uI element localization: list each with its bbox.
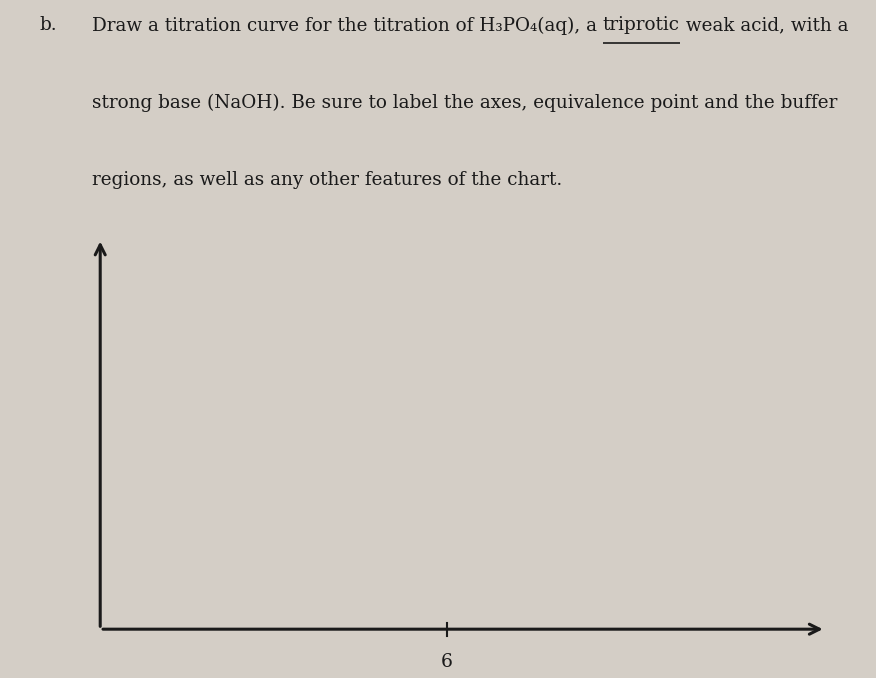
Text: b.: b. <box>39 16 57 35</box>
Text: 6: 6 <box>441 653 453 671</box>
Text: weak acid, with a: weak acid, with a <box>680 16 848 35</box>
Text: Draw a titration curve for the titration of H₃PO₄(aq), a: Draw a titration curve for the titration… <box>92 16 603 35</box>
Text: strong base (NaOH). Be sure to label the axes, equivalence point and the buffer: strong base (NaOH). Be sure to label the… <box>92 94 837 112</box>
Text: Draw a titration curve for the titration of H₃PO₄(aq), a: Draw a titration curve for the titration… <box>92 16 603 35</box>
Text: regions, as well as any other features of the chart.: regions, as well as any other features o… <box>92 171 562 189</box>
Text: triprotic: triprotic <box>603 16 680 35</box>
